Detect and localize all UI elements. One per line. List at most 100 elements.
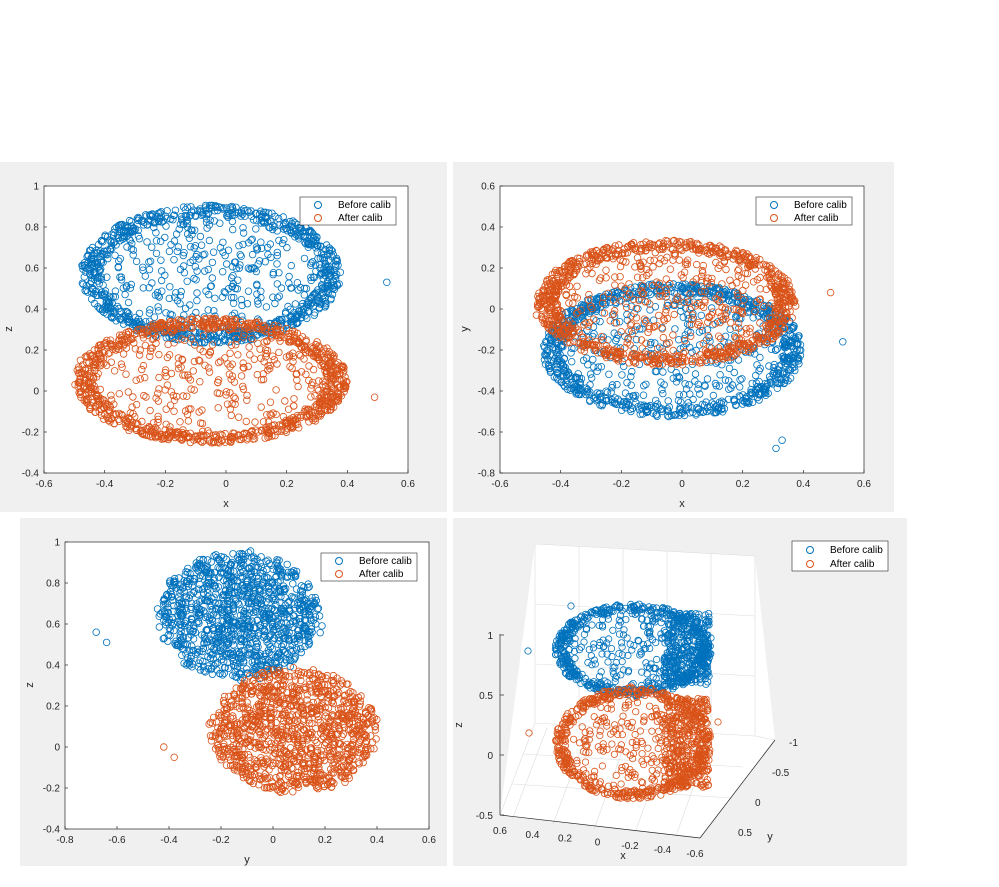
data-point: [85, 370, 93, 378]
data-point: [708, 274, 716, 283]
data-point: [124, 318, 132, 327]
data-point: [107, 230, 116, 239]
data-point: [183, 392, 191, 400]
data-point: [782, 373, 790, 382]
data-point: [551, 279, 560, 288]
data-point: [567, 349, 575, 357]
data-point: [239, 229, 248, 237]
data-point: [295, 338, 303, 346]
data-point: [169, 211, 178, 220]
data-point: [280, 235, 288, 244]
data-point: [570, 328, 578, 336]
data-point: [246, 350, 254, 359]
data-point: [170, 407, 178, 415]
data-point: [682, 385, 691, 393]
data-point: [550, 373, 558, 381]
data-point: [275, 268, 283, 277]
data-point: [667, 359, 675, 368]
data-point: [210, 307, 218, 315]
data-point: [254, 260, 262, 268]
data-point: [110, 400, 118, 408]
data-point: [274, 294, 282, 302]
data-point: [291, 619, 300, 627]
data-point: [263, 410, 271, 419]
data-point: [117, 307, 125, 316]
data-point: [148, 432, 156, 441]
data-point: [179, 251, 187, 260]
data-point: [662, 357, 671, 365]
data-point: [320, 253, 329, 262]
data-point: [607, 388, 615, 396]
data-point: [139, 361, 148, 370]
data-point: [544, 283, 552, 292]
data-point: [602, 341, 611, 350]
legend[interactable]: Before calib After calib: [299, 196, 397, 226]
data-point: [202, 215, 211, 223]
data-point: [738, 307, 746, 315]
data-point: [128, 239, 136, 248]
data-point: [87, 274, 96, 282]
data-point: [688, 355, 697, 363]
data-point: [612, 319, 621, 327]
data-point: [740, 296, 748, 304]
data-point: [176, 220, 185, 228]
y-tick: 0: [33, 387, 47, 398]
data-point: [734, 256, 742, 265]
data-point: [96, 362, 105, 370]
data-point: [582, 319, 590, 327]
data-point: [142, 393, 150, 401]
data-point: [250, 629, 258, 638]
data-point: [577, 346, 585, 354]
data-point: [777, 376, 786, 384]
data-point: [756, 319, 764, 327]
data-point: [309, 412, 317, 420]
data-point: [646, 256, 654, 265]
data-point: [186, 211, 195, 220]
data-point: [253, 297, 262, 305]
data-point: [742, 281, 750, 289]
data-point: [739, 400, 747, 408]
data-point: [556, 329, 565, 337]
data-point: [304, 238, 312, 246]
data-point: [81, 287, 89, 295]
data-point: [157, 256, 165, 264]
data-point: [239, 385, 248, 393]
data-point: [286, 351, 294, 359]
data-point: [226, 405, 235, 413]
legend[interactable]: Before calib After calib: [755, 196, 853, 226]
data-point: [328, 362, 336, 371]
data-point: [701, 246, 709, 254]
data-point: [788, 314, 796, 322]
data-point: [704, 318, 712, 326]
data-point: [321, 298, 329, 306]
data-point: [793, 341, 801, 349]
data-point: [571, 324, 580, 332]
data-point: [311, 232, 319, 240]
data-point: [253, 281, 261, 290]
data-point: [598, 309, 606, 317]
x-tick: 0.6: [857, 470, 871, 490]
data-point: [208, 315, 216, 323]
data-point: [624, 335, 632, 343]
data-point: [204, 325, 212, 333]
data-point: [111, 251, 119, 259]
data-point: [146, 427, 154, 435]
data-point: [716, 370, 724, 379]
data-point: [786, 307, 794, 316]
data-point: [300, 355, 308, 363]
data-point: [715, 248, 723, 257]
data-point: [839, 338, 847, 346]
data-point: [685, 238, 694, 246]
data-point: [765, 372, 774, 381]
data-point: [311, 309, 319, 317]
data-point: [641, 318, 650, 326]
data-point: [114, 336, 123, 345]
data-point: [728, 341, 736, 350]
data-point: [703, 326, 712, 334]
data-point: [126, 284, 135, 292]
data-point: [568, 288, 576, 297]
data-point: [551, 282, 559, 290]
data-point: [585, 336, 593, 344]
data-point: [771, 330, 779, 339]
data-point: [243, 299, 252, 308]
